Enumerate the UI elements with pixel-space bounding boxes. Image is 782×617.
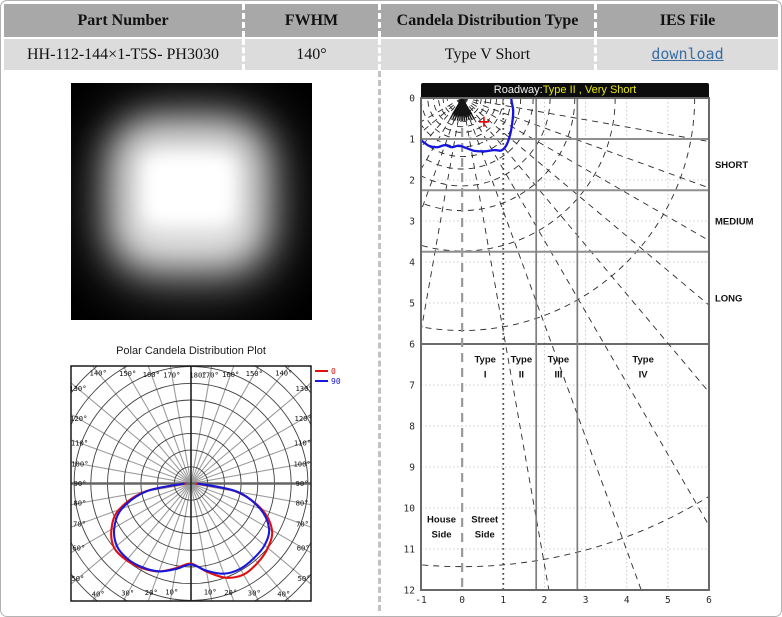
svg-text:90°: 90° (296, 479, 309, 488)
spec-table-header-row: Part Number FWHM Candela Distribution Ty… (4, 4, 778, 37)
svg-text:11: 11 (404, 545, 416, 556)
svg-text:40°: 40° (277, 590, 290, 599)
ies-file-cell: download (594, 39, 778, 70)
svg-text:Side: Side (475, 529, 495, 540)
svg-text:SHORT: SHORT (715, 160, 748, 171)
svg-text:110°: 110° (294, 438, 311, 447)
svg-text:30°: 30° (121, 589, 134, 598)
svg-text:180°: 180° (189, 370, 206, 379)
svg-text:7: 7 (409, 381, 415, 392)
svg-text:50°: 50° (298, 574, 311, 583)
svg-text:Street: Street (471, 514, 499, 525)
roadway-chart-titlebar: Roadway:Type II , Very Short (421, 83, 709, 98)
svg-text:100°: 100° (293, 459, 310, 468)
svg-text:30°: 30° (248, 589, 261, 598)
svg-text:90: 90 (331, 377, 341, 386)
svg-text:160°: 160° (143, 370, 160, 379)
svg-text:70°: 70° (296, 520, 309, 529)
svg-text:-1: -1 (415, 595, 427, 606)
svg-text:0: 0 (409, 94, 415, 105)
svg-text:90°: 90° (74, 479, 87, 488)
svg-text:10°: 10° (204, 588, 217, 597)
svg-text:130°: 130° (69, 384, 86, 393)
svg-text:6: 6 (706, 595, 712, 606)
spec-table: Part Number FWHM Candela Distribution Ty… (4, 4, 778, 70)
distribution-type-value: Type V Short (378, 39, 594, 70)
svg-text:2: 2 (409, 176, 415, 187)
svg-text:3: 3 (409, 217, 415, 228)
svg-text:MEDIUM: MEDIUM (715, 217, 754, 228)
svg-text:LONG: LONG (715, 294, 742, 305)
roadway-title-prefix: Roadway: (493, 84, 543, 96)
svg-text:Type: Type (632, 354, 653, 365)
svg-text:6: 6 (409, 340, 415, 351)
svg-text:4: 4 (409, 258, 415, 269)
svg-text:5: 5 (409, 299, 415, 310)
svg-text:10°: 10° (165, 588, 178, 597)
svg-text:50°: 50° (71, 574, 84, 583)
spec-table-data-row: HH-112-144×1-T5S- PH3030 140° Type V Sho… (4, 39, 778, 70)
svg-text:0: 0 (459, 595, 465, 606)
svg-text:170°: 170° (202, 370, 219, 379)
fwhm-value: 140° (242, 39, 378, 70)
polar-chart-title: Polar Candela Distribution Plot (116, 345, 266, 357)
roadway-chart: Type I Type II Type III Type IV House Side Street S… (399, 91, 781, 616)
svg-text:100°: 100° (71, 459, 88, 468)
svg-text:160°: 160° (222, 370, 239, 379)
svg-text:4: 4 (624, 595, 630, 606)
part-number-value: HH-112-144×1-T5S- PH3030 (4, 39, 242, 70)
svg-text:20°: 20° (224, 588, 237, 597)
svg-text:Type: Type (511, 354, 532, 365)
svg-text:9: 9 (409, 463, 415, 474)
beam-core (143, 154, 235, 226)
svg-text:IV: IV (639, 369, 649, 380)
svg-text:70°: 70° (73, 520, 86, 529)
svg-text:120°: 120° (70, 414, 87, 423)
svg-text:2: 2 (542, 595, 548, 606)
svg-text:80°: 80° (73, 499, 86, 508)
svg-text:Side: Side (432, 529, 452, 540)
svg-text:140°: 140° (90, 368, 107, 377)
svg-text:170°: 170° (163, 370, 180, 379)
svg-text:10: 10 (404, 504, 416, 515)
header-part-number: Part Number (4, 4, 242, 37)
svg-text:12: 12 (404, 586, 415, 597)
download-link[interactable]: download (651, 45, 724, 63)
svg-text:8: 8 (409, 422, 415, 433)
svg-text:5: 5 (665, 595, 671, 606)
svg-text:III: III (554, 369, 562, 380)
svg-text:40°: 40° (92, 590, 105, 599)
svg-text:I: I (484, 369, 487, 380)
svg-text:Type: Type (474, 354, 495, 365)
svg-text:110°: 110° (71, 438, 88, 447)
svg-text:150°: 150° (246, 369, 263, 378)
svg-text:II: II (519, 369, 524, 380)
svg-text:80°: 80° (296, 499, 309, 508)
vertical-divider (378, 71, 381, 611)
header-ies-file: IES File (594, 4, 778, 37)
svg-text:150°: 150° (119, 369, 136, 378)
svg-text:1: 1 (409, 135, 415, 146)
roadway-title-value: Type II , Very Short (542, 84, 637, 96)
svg-text:120°: 120° (295, 414, 312, 423)
svg-text:60°: 60° (72, 544, 85, 553)
svg-text:0: 0 (331, 367, 336, 376)
svg-text:20°: 20° (145, 588, 158, 597)
svg-text:House: House (427, 514, 456, 525)
header-distribution-type: Candela Distribution Type (378, 4, 594, 37)
svg-text:1: 1 (500, 595, 506, 606)
svg-text:130°: 130° (295, 384, 312, 393)
polar-chart: 10° 20° 30° 40° 50° 60° 70° 80° 90° 100° 110° 120° 1… (69, 359, 345, 610)
svg-text:Type: Type (548, 354, 569, 365)
header-fwhm: FWHM (242, 4, 378, 37)
beam-pattern-image (71, 83, 312, 320)
svg-text:60°: 60° (297, 544, 310, 553)
svg-text:140°: 140° (275, 368, 292, 377)
svg-text:3: 3 (583, 595, 589, 606)
